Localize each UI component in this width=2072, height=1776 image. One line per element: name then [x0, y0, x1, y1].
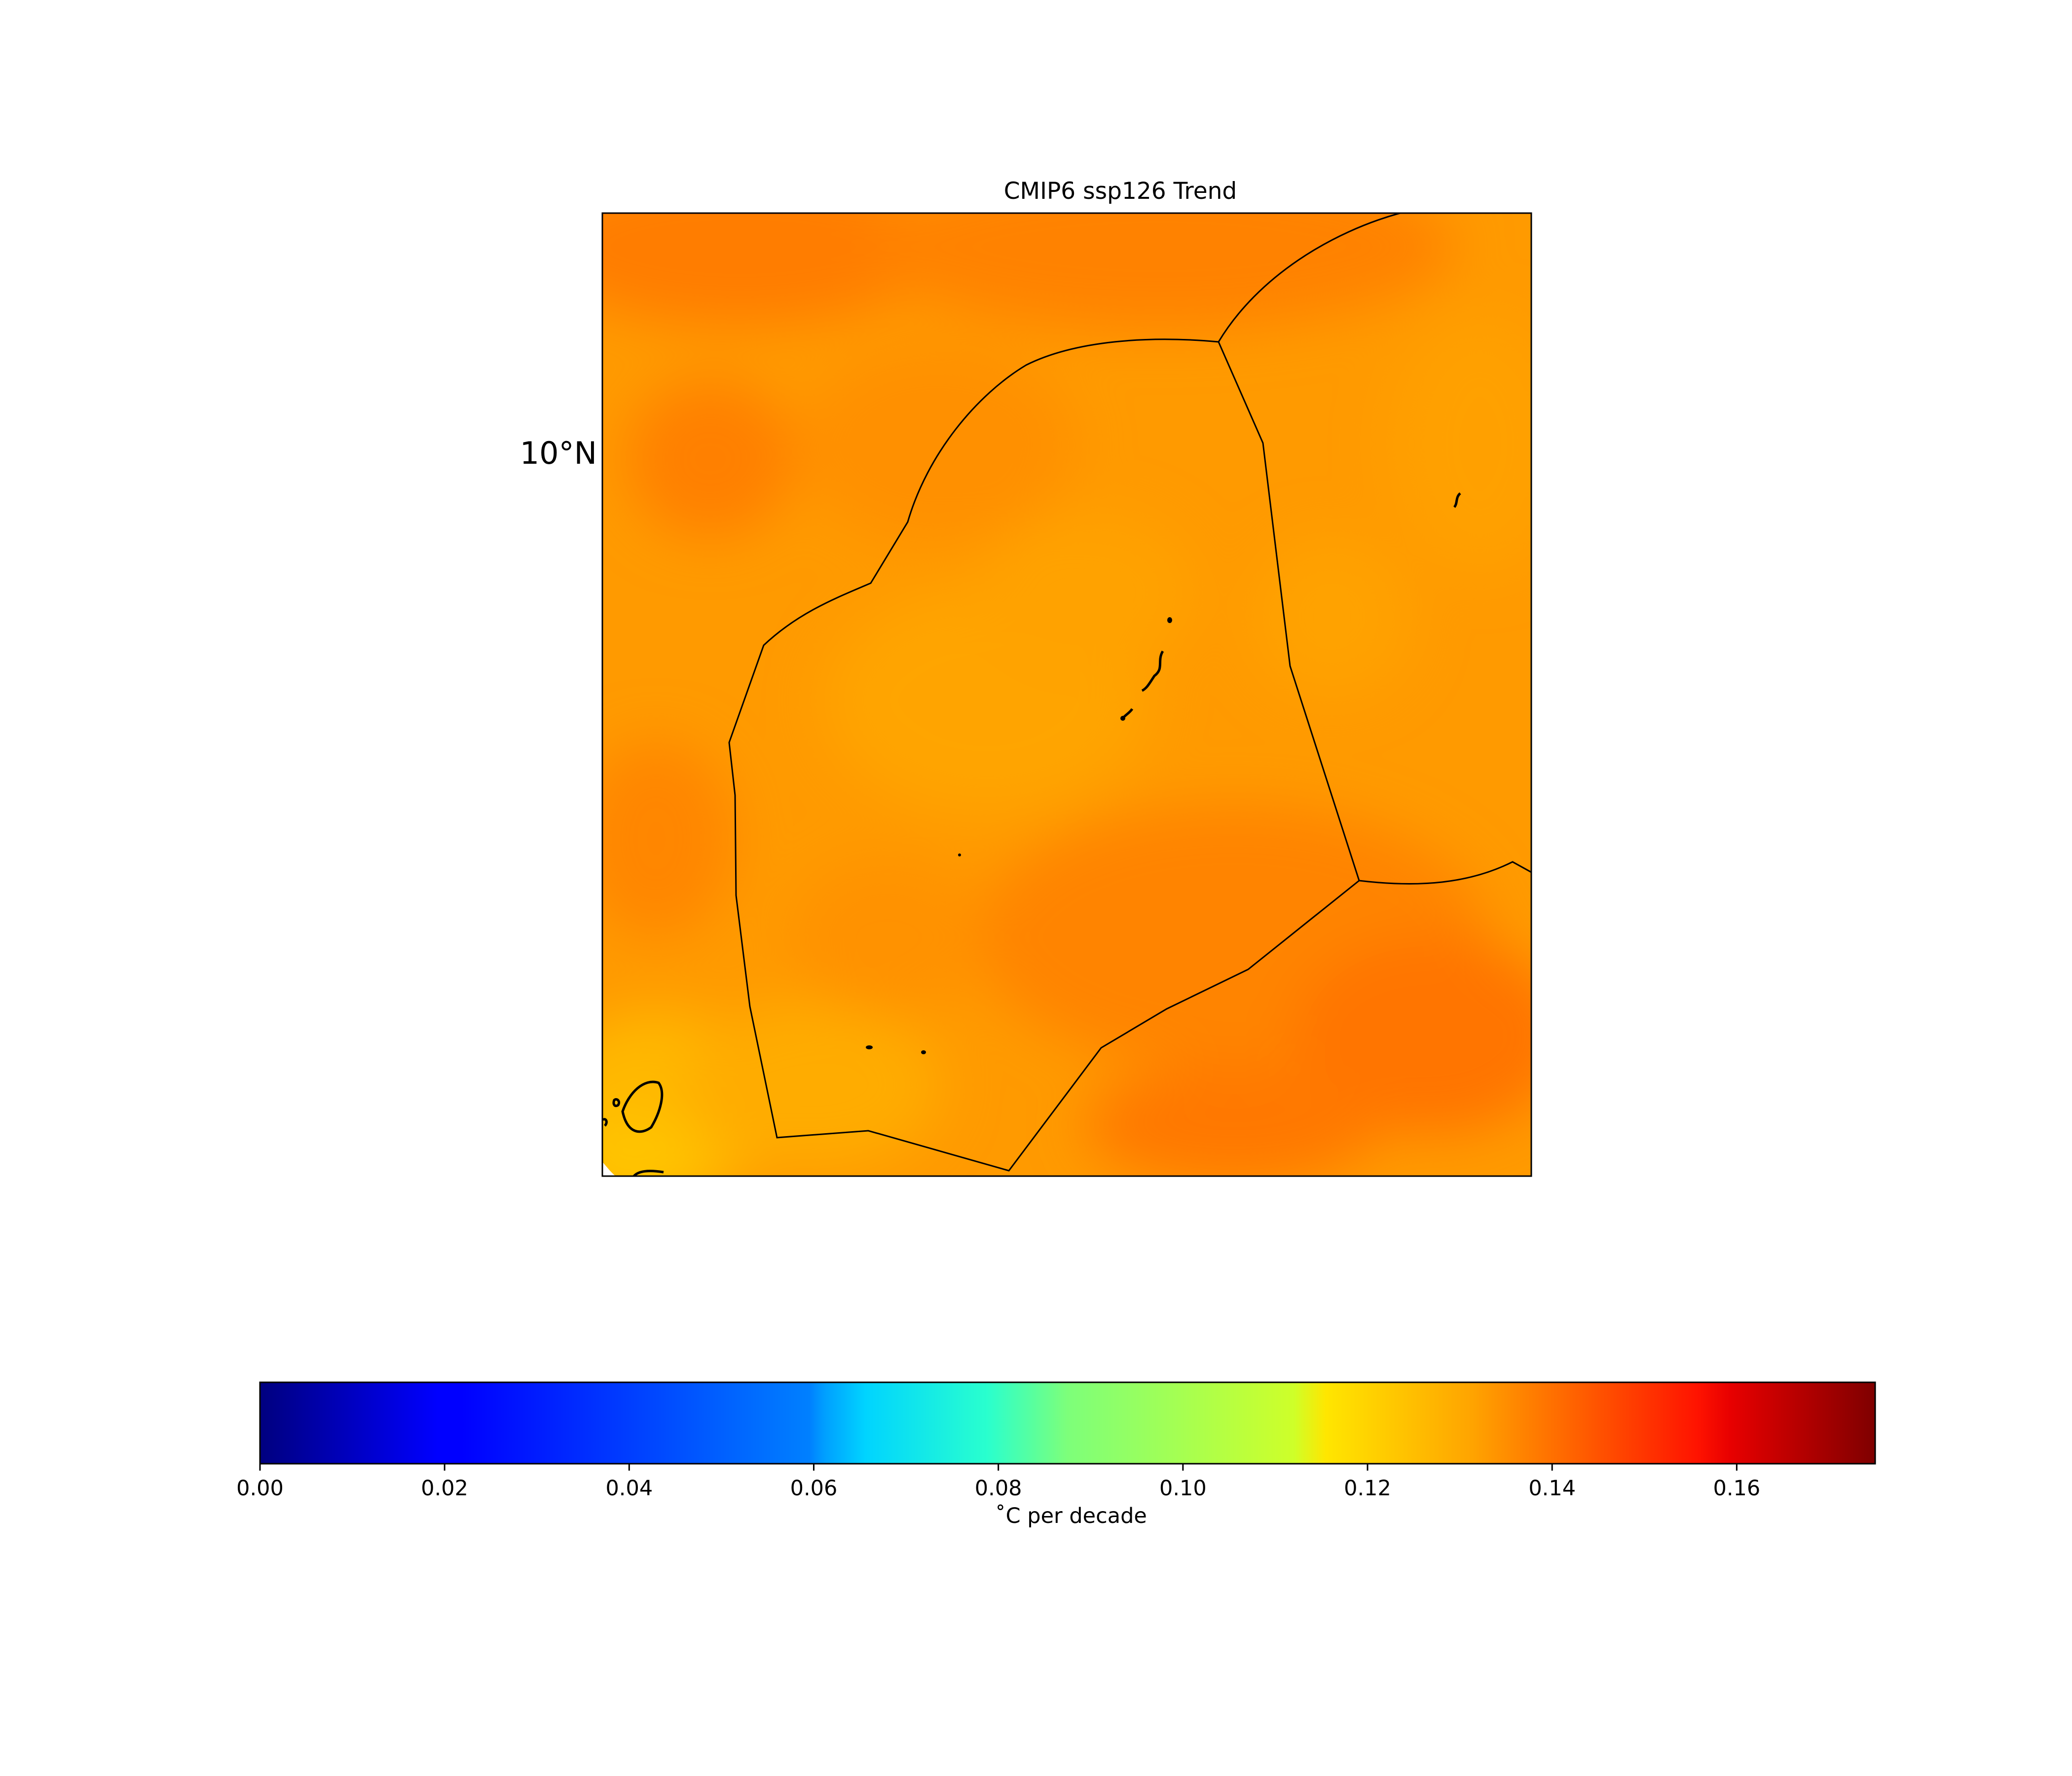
colorbar-tick-label: 0.16 [1713, 1476, 1761, 1501]
colorbar [259, 1381, 1876, 1471]
colorbar-tick-label: 0.12 [1344, 1476, 1391, 1501]
land-corner [602, 1162, 616, 1176]
colorbar-tick-label: 0.02 [421, 1476, 469, 1501]
colorbar-gradient [260, 1382, 1875, 1464]
map-title: CMIP6 ssp126 Trend [1003, 178, 1237, 205]
colorbar-frame [259, 1381, 1876, 1465]
colorbar-tick-label: 0.08 [974, 1476, 1022, 1501]
boundary-lines [728, 213, 1531, 1172]
map-frame [601, 212, 1532, 1177]
colorbar-tick-label: 0.00 [236, 1476, 284, 1501]
colorbar-tick-label: 0.10 [1159, 1476, 1207, 1501]
colorbar-label: ˚C per decade [995, 1504, 1147, 1528]
colorbar-tick-label: 0.04 [605, 1476, 653, 1501]
small-islets [866, 617, 1172, 1054]
colorbar-tick-label: 0.14 [1528, 1476, 1576, 1501]
trend-field [602, 213, 1531, 1176]
latitude-label: 10°N [519, 435, 597, 471]
colorbar-tick-label: 0.06 [790, 1476, 838, 1501]
coastline-islands [602, 492, 1461, 1176]
